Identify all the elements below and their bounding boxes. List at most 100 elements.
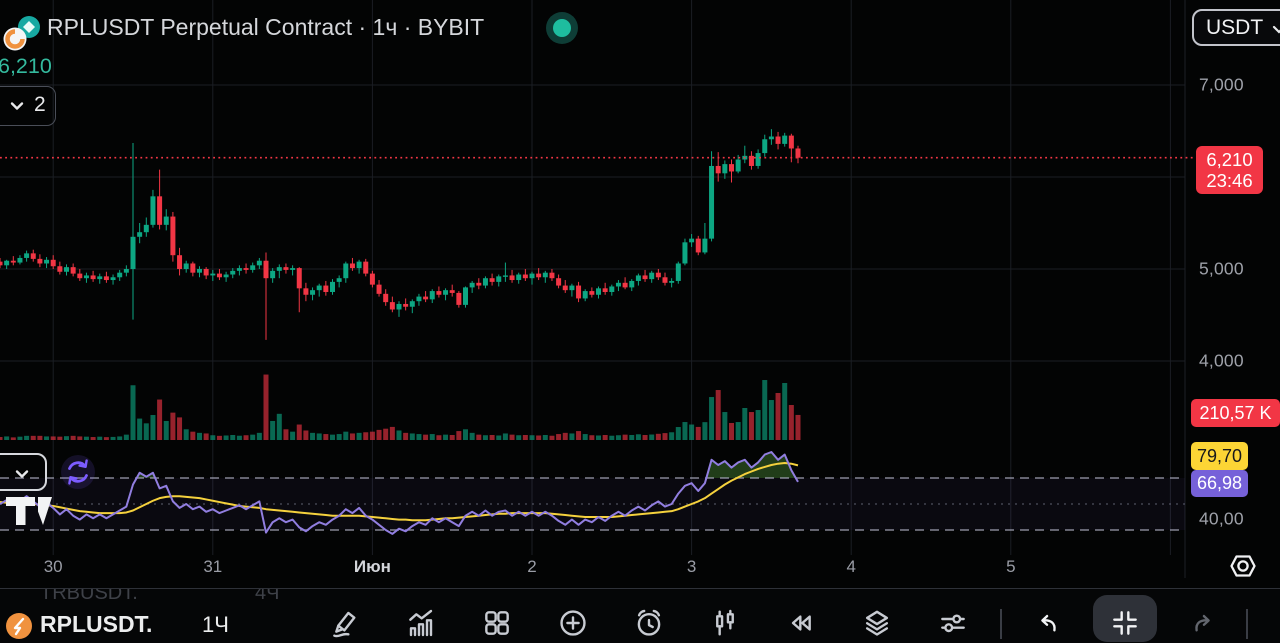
candle-body: [250, 265, 256, 270]
candle-body: [230, 270, 236, 275]
toolbar-symbol[interactable]: RPLUSDT.: [40, 611, 153, 637]
candle-body: [356, 261, 362, 269]
volume-bar: [403, 432, 409, 440]
rsi-level-label: 40,00: [1199, 508, 1244, 529]
rsi-ma-line: [0, 462, 799, 522]
undo-icon[interactable]: [1032, 607, 1064, 639]
candle-body: [70, 267, 76, 274]
volume-bar: [702, 422, 708, 440]
candle-body: [143, 224, 149, 233]
volume-bar: [482, 435, 488, 440]
alerts-clock-icon[interactable]: [633, 607, 665, 639]
candle-body: [569, 285, 575, 291]
chevron-down-icon: [10, 102, 24, 110]
volume-bar: [263, 374, 269, 440]
candle-body: [83, 275, 89, 279]
ghost-symbol: TRBUSDT.: [40, 588, 138, 604]
settings-sliders-icon[interactable]: [937, 607, 969, 639]
currency-selector-button[interactable]: USDT: [1192, 9, 1280, 46]
toolbar-divider: [1000, 609, 1002, 639]
volume-bar: [582, 434, 588, 440]
volume-bar: [536, 435, 542, 440]
volume-bar: [489, 435, 495, 440]
candle-body: [642, 275, 648, 280]
chart-plot-area[interactable]: [0, 0, 1280, 578]
candle-body: [635, 275, 641, 281]
candle-body: [396, 303, 402, 310]
candle-body: [369, 273, 375, 285]
candle-body: [775, 136, 781, 144]
volume-bar: [502, 433, 508, 440]
candle-body: [336, 278, 342, 282]
volume-bar: [330, 434, 335, 440]
axis-settings-hexagon-icon[interactable]: [1226, 549, 1260, 583]
symbol-title[interactable]: RPLUSDT Perpetual Contract · 1ч · BYBIT: [47, 14, 485, 40]
collapse-panel-icon[interactable]: [1109, 607, 1141, 639]
candle-body: [389, 302, 395, 310]
volume-bar: [649, 434, 655, 440]
layouts-grid-icon[interactable]: [481, 607, 513, 639]
candle-body: [349, 263, 355, 269]
price-axis-label: 5,000: [1199, 258, 1244, 279]
candle-body: [735, 159, 741, 172]
indicator-collapse-box[interactable]: [0, 453, 47, 491]
volume-bar: [376, 429, 382, 440]
volume-bar: [576, 431, 582, 440]
volume-bar: [635, 434, 641, 440]
volume-bar: [150, 415, 156, 440]
bottom-toolbar: TRBUSDT. 4Ч RPLUSDT. 1Ч: [0, 588, 1280, 643]
time-axis-label: 2: [527, 557, 537, 576]
candle-body: [596, 288, 601, 295]
candle-body: [403, 303, 409, 307]
candle-body: [123, 269, 129, 273]
toolbar-interval[interactable]: 1Ч: [202, 612, 229, 637]
volume-bar: [137, 418, 143, 440]
symbol-logo: [3, 16, 40, 51]
candle-body: [270, 270, 276, 279]
candle-body: [782, 135, 788, 144]
candle-body: [589, 291, 595, 295]
volume-bar: [163, 420, 169, 440]
layers-icon[interactable]: [861, 607, 893, 639]
volume-bar: [230, 435, 236, 440]
candle-body: [283, 267, 289, 270]
candle-body: [576, 285, 582, 299]
candle-body: [170, 216, 176, 256]
indicator-sync-icon[interactable]: [58, 452, 98, 492]
candle-body: [223, 274, 229, 278]
volume-bar: [270, 420, 276, 440]
tradingview-logo: [6, 497, 52, 525]
redo-icon[interactable]: [1187, 607, 1219, 639]
candle-body: [649, 272, 655, 280]
volume-bar: [549, 435, 555, 440]
indicators-icon[interactable]: [405, 607, 437, 639]
volume-bar: [30, 435, 36, 440]
last-price-label: 6,210: [0, 54, 52, 78]
replay-icon[interactable]: [785, 607, 817, 639]
candle-body: [383, 293, 389, 303]
candle-body: [103, 276, 109, 281]
candle-body: [675, 263, 681, 281]
volume-bar: [782, 382, 788, 440]
candle-body: [24, 253, 30, 258]
volume-bar: [589, 435, 595, 440]
chart-type-candles-icon[interactable]: [709, 607, 741, 639]
volume-bar: [10, 437, 16, 440]
legend-collapse-box[interactable]: 2: [0, 86, 56, 126]
volume-bar: [117, 436, 123, 440]
candle-body: [296, 268, 302, 289]
add-circle-icon[interactable]: [557, 607, 589, 639]
candle-body: [582, 291, 588, 299]
draw-pencil-icon[interactable]: [329, 607, 361, 639]
volume-bar: [682, 422, 688, 440]
candle-body: [609, 286, 615, 292]
volume-bar: [243, 435, 249, 440]
candle-body: [110, 277, 116, 281]
candle-body: [117, 272, 123, 278]
collapse-panel-button-bg: [1093, 595, 1157, 642]
rsi-badge: 66,98: [1191, 470, 1248, 497]
candle-body: [57, 266, 63, 272]
candle-body: [30, 253, 36, 259]
candle-body: [755, 153, 761, 166]
candle-body: [556, 278, 562, 286]
